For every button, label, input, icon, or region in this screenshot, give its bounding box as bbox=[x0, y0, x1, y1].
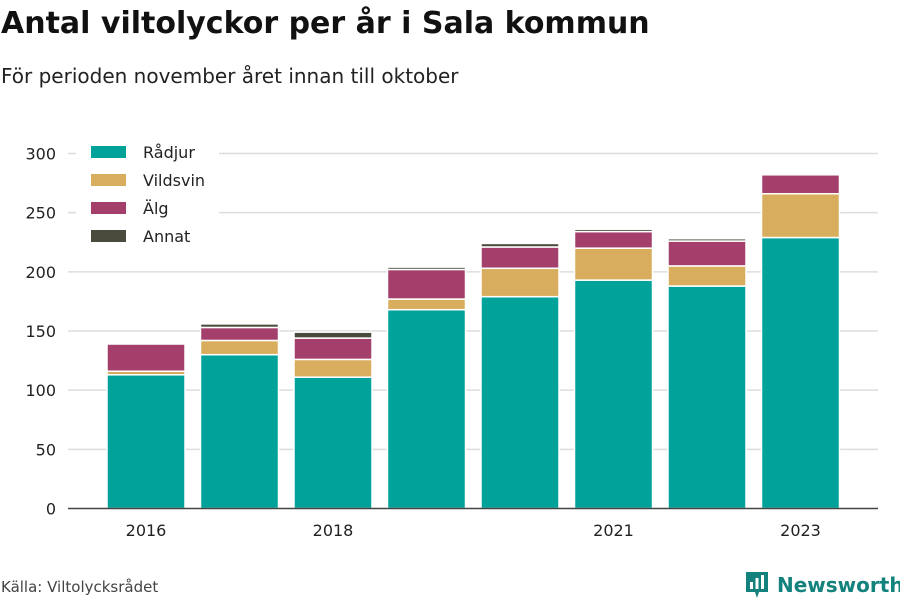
bar-segment bbox=[199, 326, 280, 342]
brand-logo: Newsworthy bbox=[744, 569, 900, 601]
x-tick-label: 2021 bbox=[593, 521, 634, 540]
bar-segment bbox=[667, 237, 747, 242]
legend-swatch bbox=[91, 202, 126, 214]
y-tick-label: 50 bbox=[36, 440, 56, 459]
bar-segment bbox=[480, 267, 560, 298]
bar-segment bbox=[386, 298, 467, 311]
bar-segment bbox=[106, 343, 186, 372]
bar-segment bbox=[573, 228, 654, 233]
brand-name: Newsworthy bbox=[777, 573, 900, 597]
bar-segment bbox=[573, 230, 654, 249]
bar-segment bbox=[480, 295, 560, 510]
bar-segment bbox=[667, 285, 747, 510]
bar-segment bbox=[386, 308, 467, 510]
y-tick-label: 100 bbox=[25, 381, 56, 400]
y-tick-label: 0 bbox=[46, 500, 56, 519]
x-tick-label: 2016 bbox=[126, 521, 167, 540]
bar-segment bbox=[293, 331, 373, 339]
bar-segment bbox=[667, 265, 747, 287]
bar-segment bbox=[573, 279, 654, 510]
source-note: Källa: Viltolycksrådet bbox=[1, 578, 159, 596]
bar-segment bbox=[293, 337, 373, 361]
bar-segment bbox=[760, 236, 841, 510]
legend-label: Älg bbox=[143, 199, 169, 218]
y-tick-label: 150 bbox=[25, 322, 56, 341]
bar-segment bbox=[293, 358, 373, 378]
bar-segment bbox=[760, 192, 841, 239]
bar-segment bbox=[199, 323, 280, 329]
bar-segment bbox=[386, 266, 467, 271]
bar-segment bbox=[760, 174, 841, 195]
x-tick-label: 2018 bbox=[313, 521, 354, 540]
bar-segment bbox=[293, 376, 373, 510]
legend-swatch bbox=[91, 174, 126, 186]
bar-segment bbox=[667, 240, 747, 267]
bar-segment bbox=[386, 268, 467, 300]
bar-segment bbox=[480, 246, 560, 270]
legend-swatch bbox=[91, 230, 126, 242]
legend-label: Vildsvin bbox=[143, 171, 205, 190]
x-tick-label: 2023 bbox=[780, 521, 821, 540]
bar-segment bbox=[199, 339, 280, 356]
y-tick-label: 250 bbox=[25, 204, 56, 223]
chart-title: Antal viltolyckor per år i Sala kommun bbox=[1, 6, 650, 41]
bar-segment bbox=[573, 247, 654, 281]
bar-chart-logo-icon bbox=[746, 572, 768, 598]
y-tick-label: 200 bbox=[25, 263, 56, 282]
bar-segment bbox=[480, 242, 560, 248]
y-tick-label: 300 bbox=[25, 145, 56, 164]
legend-label: Annat bbox=[143, 227, 190, 246]
legend-label: Rådjur bbox=[143, 143, 195, 162]
bar-segment bbox=[199, 353, 280, 510]
chart-subtitle: För perioden november året innan till ok… bbox=[1, 64, 459, 88]
bar-segment bbox=[106, 374, 186, 510]
legend-swatch bbox=[91, 146, 126, 158]
